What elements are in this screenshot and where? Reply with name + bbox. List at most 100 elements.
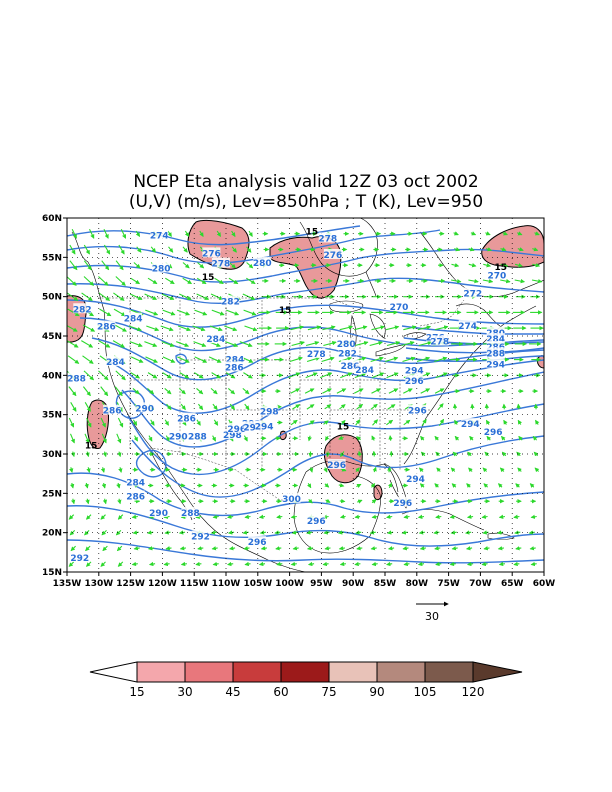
wind-vector <box>163 561 170 567</box>
wind-vector <box>403 514 410 519</box>
wind-vector <box>99 308 112 317</box>
wind-vector <box>417 325 432 331</box>
isotherm-label: 286 <box>225 363 244 373</box>
wind-vector <box>420 451 426 457</box>
wind-vector <box>196 387 204 395</box>
wind-vector <box>370 483 376 488</box>
wind-vector <box>518 435 523 441</box>
isotherm-label: 272 <box>463 290 482 300</box>
wind-vector <box>130 277 141 285</box>
y-tick-label: 40N <box>42 371 62 381</box>
wind-vector <box>482 467 488 473</box>
wind-vector <box>515 483 520 488</box>
wind-vector <box>67 355 80 364</box>
wind-vector <box>418 341 433 347</box>
wind-vector <box>208 356 222 363</box>
wind-vector <box>531 278 543 284</box>
isotherm-label: 284 <box>486 335 505 345</box>
contour-label-bg <box>126 476 145 487</box>
wind-vector <box>470 231 477 236</box>
x-tick-label: 125W <box>116 579 145 589</box>
contour-label-bg <box>206 333 225 344</box>
wind-vector <box>225 372 236 379</box>
wind-vector <box>260 546 268 551</box>
wind-vector <box>357 499 363 504</box>
wind-vector <box>465 546 473 551</box>
wind-vector <box>535 419 540 425</box>
colorbar-tick-label: 15 <box>129 685 144 699</box>
colorbar-segment <box>136 661 186 683</box>
wind-vector <box>387 546 395 551</box>
colorbar-segment <box>328 661 378 683</box>
wind-vector <box>194 356 208 363</box>
wind-vector <box>532 435 538 441</box>
wind-vector <box>68 561 75 567</box>
x-tick-label: 100W <box>275 579 304 589</box>
colorbar-lower-triangle <box>89 661 138 683</box>
wind-vector <box>403 561 410 567</box>
contour-label-bg <box>126 490 145 501</box>
isotherm-label: 288 <box>188 433 207 443</box>
wind-vector <box>465 530 472 535</box>
wind-vector <box>371 514 378 519</box>
contour-label-bg <box>211 257 230 268</box>
wind-vector <box>89 228 95 239</box>
contour-label-bg <box>248 536 267 547</box>
wind-vector <box>289 356 303 363</box>
wind-vector <box>421 418 427 427</box>
wind-vector <box>160 325 174 332</box>
wind-vector <box>324 483 330 488</box>
wind-vector <box>162 309 176 316</box>
isotherm-label: 300 <box>282 495 301 505</box>
wind-vector <box>147 277 158 285</box>
isotherm-label: 274 <box>458 322 477 332</box>
wind-vector <box>83 370 95 381</box>
wind-vector <box>386 561 393 567</box>
contour-labels: 2742762782802802782761515282282284286284… <box>67 227 507 563</box>
contour-label-bg <box>177 412 196 423</box>
wind-vector <box>435 372 448 379</box>
wind-vector <box>144 293 158 300</box>
us-mexico-border <box>149 447 296 501</box>
contour-label-bg <box>227 422 246 433</box>
isotherm-label: 282 <box>221 297 240 307</box>
isotherm-label: 278 <box>430 338 449 348</box>
wind-vector <box>84 530 90 536</box>
wind-vector <box>145 356 158 363</box>
wind-vector <box>113 292 125 301</box>
wind-vector <box>148 435 153 442</box>
wind-vector <box>416 356 431 363</box>
wind-vector <box>434 435 440 441</box>
wind-vector <box>306 546 314 551</box>
wind-vector <box>162 356 176 363</box>
wind-vector <box>214 277 224 285</box>
wind-vector <box>225 341 239 347</box>
wind-vector <box>210 293 224 300</box>
wind-vector <box>100 514 106 520</box>
wind-vector <box>102 545 108 552</box>
wind-vector <box>434 388 445 394</box>
wind-vector <box>112 340 125 348</box>
wind-vector <box>85 514 92 520</box>
wind-vector <box>481 561 488 567</box>
wind-vector <box>98 292 111 301</box>
wind-speed-contour-label: 15 <box>306 227 319 237</box>
contour-label-bg <box>406 473 425 484</box>
wind-vector <box>212 514 219 519</box>
wind-vector <box>98 340 111 348</box>
wind-vector <box>98 276 109 286</box>
wind-vector <box>115 530 122 536</box>
wind-vector <box>229 403 235 411</box>
isotherm-label: 294 <box>406 475 425 485</box>
wind-vector <box>176 309 190 316</box>
contour-label-bg <box>70 551 89 562</box>
wind-vector <box>517 467 522 473</box>
isotherm-label: 296 <box>327 461 346 471</box>
wind-vector <box>130 356 144 363</box>
wind-vector <box>481 514 488 519</box>
wind-vector <box>468 263 477 268</box>
wind-vector <box>516 231 523 236</box>
wind-vector <box>275 546 282 551</box>
wind-vector <box>454 419 459 425</box>
